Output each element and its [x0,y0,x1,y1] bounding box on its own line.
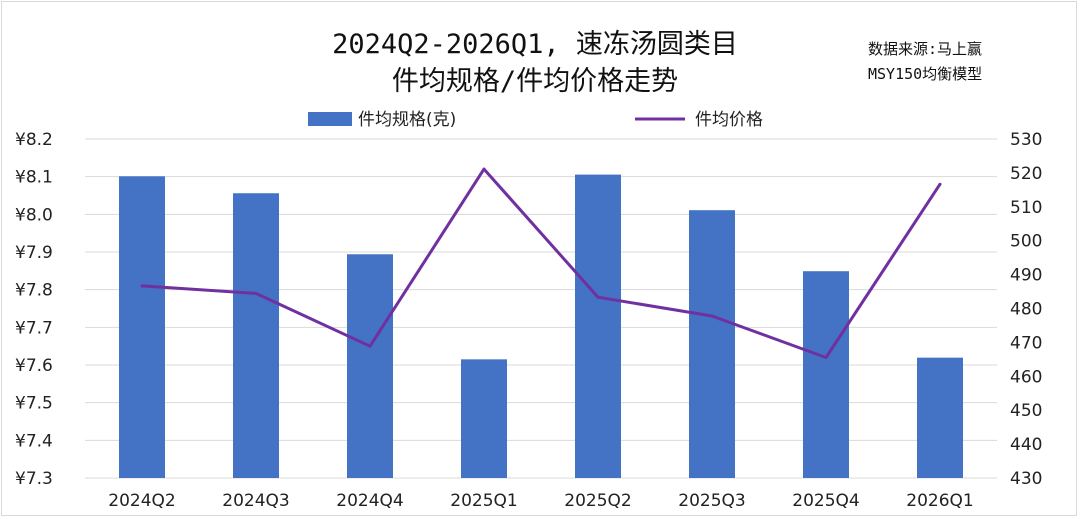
legend-bar-swatch [308,112,352,126]
x-tick-label: 2025Q4 [792,491,859,511]
x-tick-label: 2026Q1 [906,491,973,511]
bar-2024Q3 [233,193,279,479]
x-tick-label: 2024Q2 [108,491,175,511]
price-point-2024Q3 [254,291,258,295]
right-tick-label: 470 [1010,333,1042,353]
left-tick-label: ¥7.9 [15,243,53,263]
bars-layer [119,174,963,479]
bar-2025Q2 [575,174,621,478]
line-layer [140,167,942,359]
legend-line-label: 件均价格 [695,110,763,130]
x-axis-ticks: 2024Q2 2024Q3 2024Q4 2025Q1 2025Q2 2025Q3 2025… [108,491,973,511]
price-point-2025Q3 [710,314,714,318]
x-tick-label: 2024Q4 [336,491,403,511]
bar-2025Q1 [461,359,507,478]
right-tick-label: 440 [1010,435,1042,455]
legend-bar-label: 件均规格(克) [358,110,456,130]
bar-2025Q3 [689,210,735,478]
left-tick-label: ¥8.1 [15,168,53,188]
bar-2024Q4 [347,254,393,478]
price-point-2024Q2 [140,284,144,288]
right-tick-label: 450 [1010,401,1042,421]
grid-layer [85,138,997,479]
x-tick-label: 2025Q1 [450,491,517,511]
left-tick-label: ¥7.8 [15,281,53,301]
price-point-2025Q2 [596,295,600,299]
price-point-2024Q4 [368,344,372,348]
bar-2025Q4 [803,271,849,478]
chart-title-line1: 2024Q2-2026Q1, 速冻汤圆类目 [332,29,738,60]
right-tick-label: 460 [1010,367,1042,387]
source-line1: 数据来源:马上赢 [868,40,982,58]
right-tick-label: 510 [1010,198,1042,218]
price-point-2025Q4 [824,355,828,359]
left-tick-label: ¥7.3 [15,469,53,489]
x-tick-label: 2025Q3 [678,491,745,511]
chart-title-line2: 件均规格/件均价格走势 [392,66,678,97]
left-tick-label: ¥7.7 [15,318,53,338]
right-axis-ticks: 430 440 450 460 470 480 490 500 510 520 530 [1010,130,1042,489]
x-tick-label: 2025Q2 [564,491,631,511]
right-tick-label: 480 [1010,300,1042,320]
left-tick-label: ¥8.0 [15,205,53,225]
price-point-2026Q1 [938,182,942,186]
right-tick-label: 530 [1010,130,1042,150]
left-tick-label: ¥7.6 [15,356,53,376]
left-tick-label: ¥7.4 [15,431,53,451]
x-tick-label: 2024Q3 [222,491,289,511]
right-tick-label: 520 [1010,164,1042,184]
right-tick-label: 500 [1010,232,1042,252]
left-tick-label: ¥8.2 [15,130,53,150]
right-tick-label: 490 [1010,266,1042,286]
price-point-2025Q1 [482,167,486,171]
left-axis-ticks: ¥7.3 ¥7.4 ¥7.5 ¥7.6 ¥7.7 ¥7.8 ¥7.9 ¥8.0 ¥8.1 ¥8.2 [15,130,53,489]
bar-2026Q1 [917,357,963,478]
legend: 件均规格(克) 件均价格 [308,110,763,130]
left-tick-label: ¥7.5 [15,394,53,414]
price-line [141,167,942,359]
right-tick-label: 430 [1010,469,1042,489]
bar-2024Q2 [119,176,165,479]
source-line2: MSY150均衡模型 [868,65,982,83]
